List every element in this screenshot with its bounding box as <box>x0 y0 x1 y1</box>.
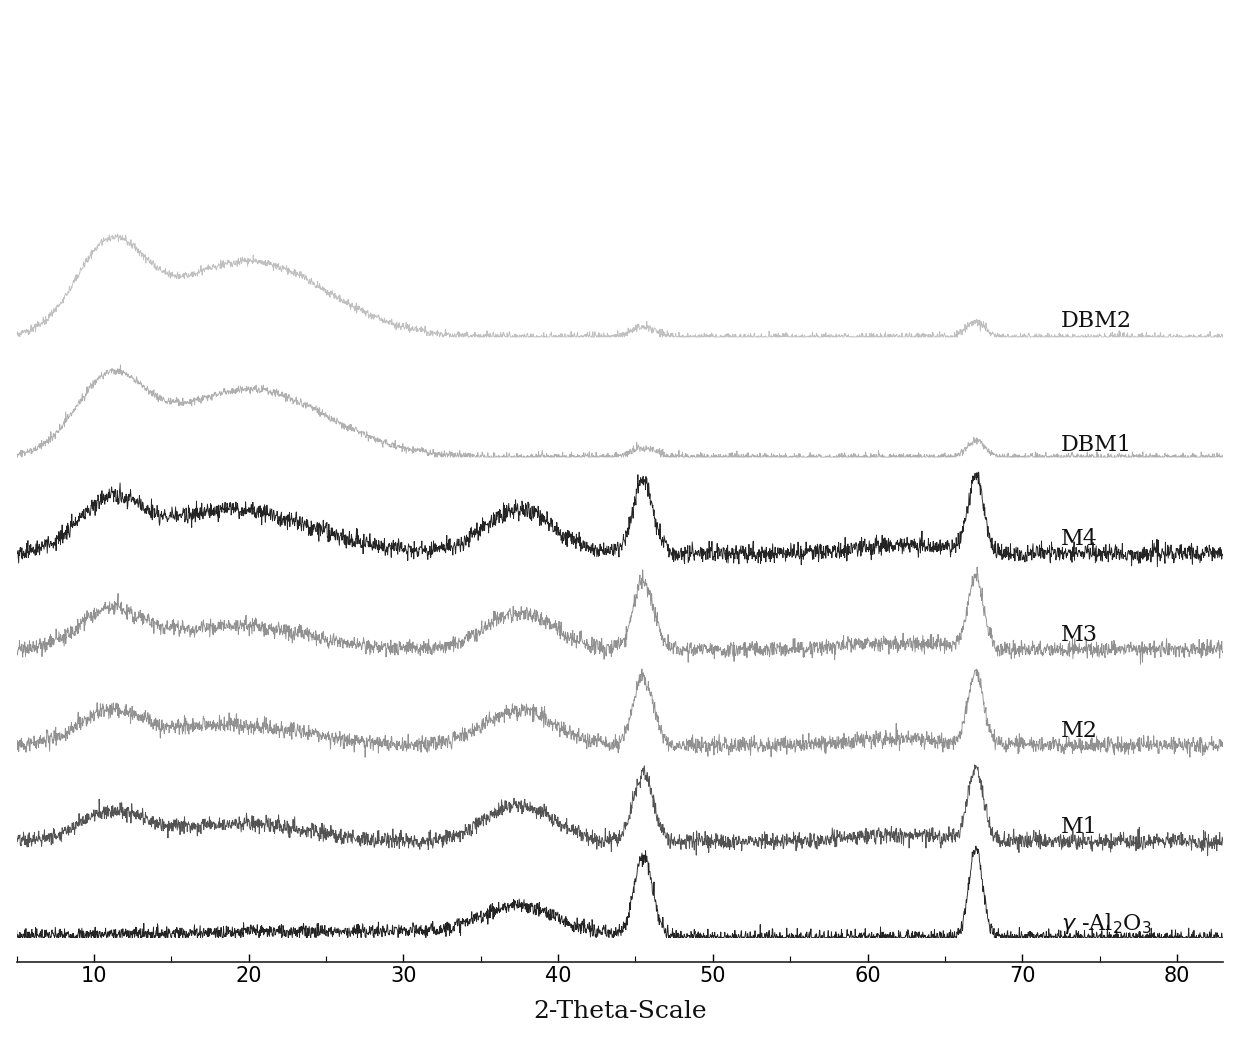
X-axis label: 2-Theta-Scale: 2-Theta-Scale <box>533 1000 707 1023</box>
Text: DBM1: DBM1 <box>1061 434 1132 457</box>
Text: M3: M3 <box>1061 624 1097 646</box>
Text: DBM2: DBM2 <box>1061 310 1132 332</box>
Text: M1: M1 <box>1061 816 1097 838</box>
Text: M4: M4 <box>1061 527 1097 550</box>
Text: $\gamma$ -Al$_2$O$_3$: $\gamma$ -Al$_2$O$_3$ <box>1061 911 1152 936</box>
Text: M2: M2 <box>1061 720 1097 742</box>
